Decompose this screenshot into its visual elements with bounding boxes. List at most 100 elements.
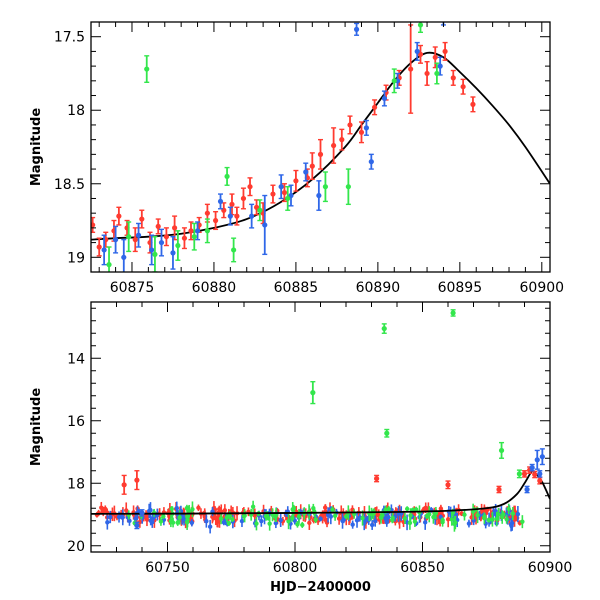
top-series-1 xyxy=(101,16,446,272)
data-point xyxy=(332,513,338,518)
data-point xyxy=(254,521,259,526)
data-point xyxy=(515,511,521,517)
data-point xyxy=(135,232,142,238)
data-point xyxy=(230,517,235,522)
data-point xyxy=(462,512,467,517)
data-point xyxy=(498,447,505,454)
data-point xyxy=(414,48,420,55)
data-point xyxy=(322,184,329,190)
data-point xyxy=(364,516,370,522)
data-point xyxy=(373,518,378,524)
data-point xyxy=(204,228,210,234)
data-point xyxy=(381,95,388,102)
data-point xyxy=(226,521,232,526)
bottom-y-tick-label: 20 xyxy=(67,539,85,555)
data-point xyxy=(119,514,124,520)
bottom-plot-area xyxy=(91,309,550,534)
data-point xyxy=(309,163,315,169)
data-point xyxy=(442,48,448,55)
data-point xyxy=(175,242,181,249)
data-point xyxy=(482,514,487,519)
data-point xyxy=(354,518,360,523)
data-point xyxy=(170,520,176,525)
data-point xyxy=(318,516,323,522)
data-point xyxy=(108,514,113,520)
top-series-2 xyxy=(106,22,440,272)
data-point xyxy=(234,213,240,219)
bottom-y-tick-label: 14 xyxy=(67,351,85,367)
data-point xyxy=(175,520,180,525)
data-point xyxy=(207,524,213,529)
bottom-x-tick-label: 60900 xyxy=(528,560,573,576)
data-point xyxy=(252,513,258,518)
data-point xyxy=(424,70,430,77)
data-point xyxy=(177,515,182,520)
data-point xyxy=(124,508,129,513)
data-point xyxy=(470,509,476,514)
bottom-series-0 xyxy=(310,309,523,479)
data-point xyxy=(181,235,188,241)
data-point xyxy=(391,78,397,84)
data-point xyxy=(217,198,224,205)
data-point xyxy=(427,512,432,517)
data-point xyxy=(231,247,237,253)
data-point xyxy=(325,512,331,518)
bottom-y-tick-label: 18 xyxy=(67,476,85,492)
data-point xyxy=(241,513,247,519)
data-point xyxy=(184,520,190,525)
top-x-tick-label: 60900 xyxy=(520,280,565,296)
data-point xyxy=(440,517,445,523)
top-y-tick-label: 17.5 xyxy=(54,30,85,46)
data-point xyxy=(121,254,127,260)
data-point xyxy=(450,75,456,81)
data-point xyxy=(316,192,322,199)
data-point xyxy=(174,506,180,511)
data-point xyxy=(267,521,272,526)
data-point xyxy=(240,195,247,202)
data-point xyxy=(96,244,102,250)
data-point xyxy=(161,514,166,519)
data-point xyxy=(490,517,495,522)
data-point xyxy=(432,54,438,60)
data-point xyxy=(189,520,195,525)
data-point xyxy=(486,517,492,523)
bottom-x-axis-label: HJD−2400000 xyxy=(270,580,371,595)
data-point xyxy=(126,234,132,240)
data-point xyxy=(278,184,284,190)
data-point xyxy=(247,184,253,190)
data-point xyxy=(212,217,219,224)
data-point xyxy=(441,16,446,21)
data-point xyxy=(529,465,535,471)
data-point xyxy=(152,251,158,257)
data-point xyxy=(227,213,233,219)
data-point xyxy=(317,151,324,157)
data-point xyxy=(343,514,349,519)
data-point xyxy=(121,482,127,488)
data-point xyxy=(384,430,390,436)
data-point xyxy=(360,515,365,521)
data-point xyxy=(350,522,355,527)
top-x-tick-label: 60875 xyxy=(110,280,155,296)
data-point xyxy=(353,26,360,32)
data-point xyxy=(163,234,170,240)
data-point xyxy=(184,505,190,511)
data-point xyxy=(139,216,145,222)
data-point xyxy=(322,505,328,510)
data-point xyxy=(262,222,268,228)
data-point xyxy=(336,516,342,521)
data-point xyxy=(431,514,436,520)
bottom-y-tick-label: 16 xyxy=(67,414,85,430)
bottom-series-1 xyxy=(121,466,543,495)
data-point xyxy=(229,201,235,207)
data-point xyxy=(508,522,514,527)
data-point xyxy=(422,520,428,525)
data-point xyxy=(408,66,414,72)
data-point xyxy=(520,519,525,524)
data-point xyxy=(434,70,440,77)
bottom-series-2 xyxy=(134,448,545,530)
data-point xyxy=(452,521,457,527)
data-point xyxy=(194,228,201,234)
data-point xyxy=(134,522,140,529)
data-point xyxy=(158,519,164,524)
data-point xyxy=(470,101,476,107)
